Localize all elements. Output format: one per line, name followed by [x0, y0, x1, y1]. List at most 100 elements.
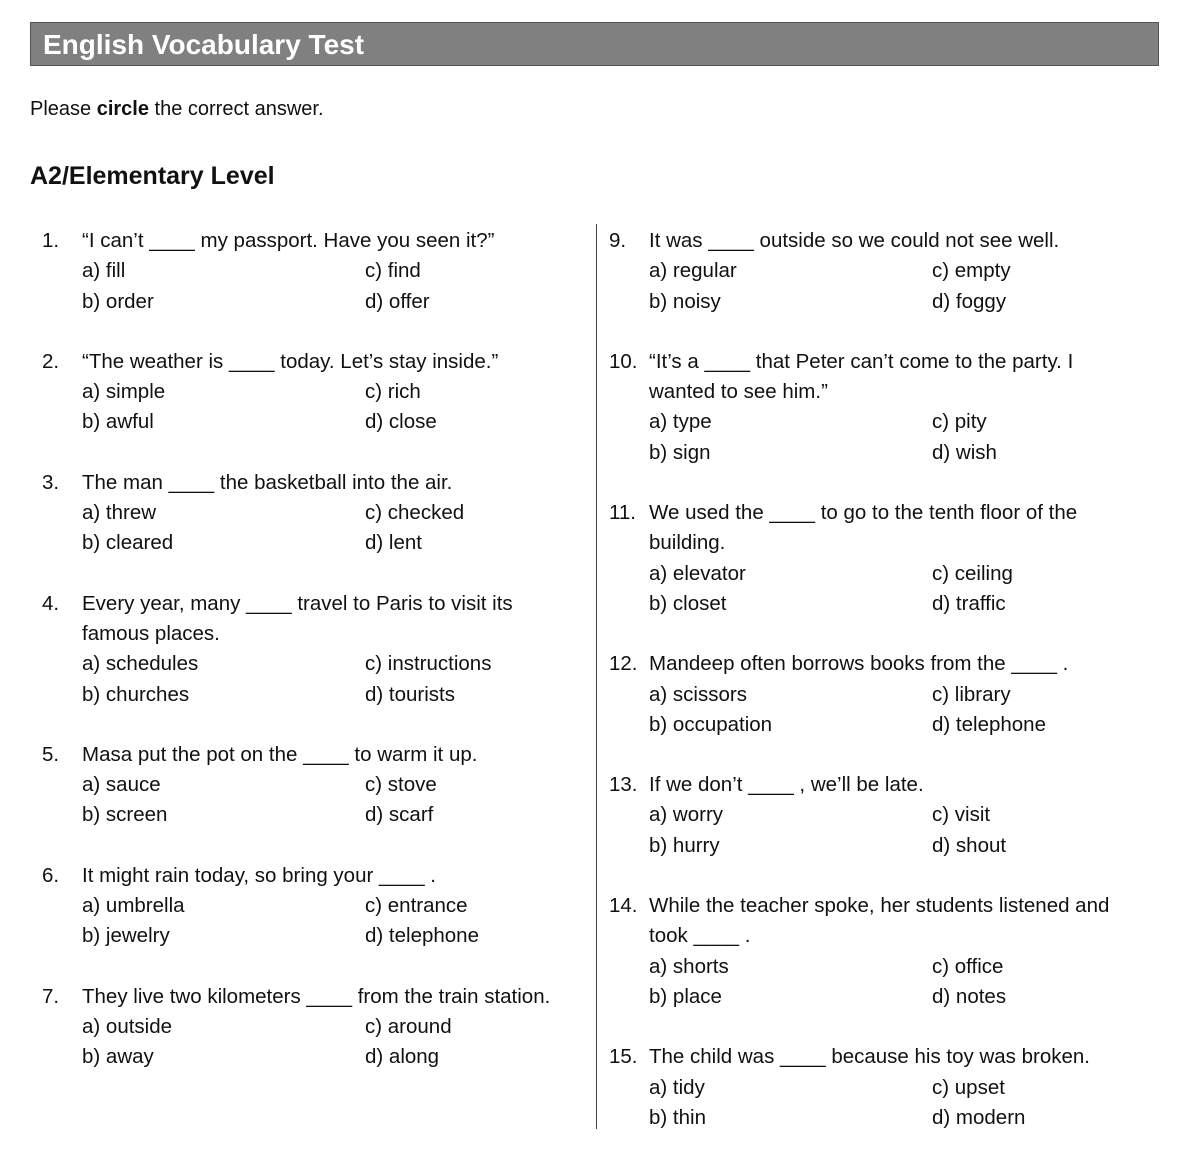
- options: a) scissors b) occupation c) library d) tel…: [649, 680, 1139, 741]
- instructions: Please circle the correct answer.: [30, 98, 324, 121]
- column: 9. It was ____ outside so we could not se…: [609, 226, 1149, 1163]
- options: a) tidy b) thin c) upset d) modern: [649, 1073, 1139, 1134]
- option: a) shorts: [649, 954, 729, 978]
- option: b) order: [82, 289, 154, 313]
- question-number: 1.: [42, 229, 60, 252]
- question-stem: While the teacher spoke, her students li…: [649, 894, 1110, 948]
- question-stem: “The weather is ____ today. Let’s stay i…: [82, 349, 499, 373]
- option: a) regular: [649, 259, 737, 283]
- bold-text: circle: [96, 98, 149, 120]
- options: a) umbrella b) jewelry c) entrance d) telep…: [82, 891, 572, 952]
- page: English Vocabulary Test Please circle th…: [30, 22, 1159, 1129]
- question-number: 15.: [609, 1045, 638, 1069]
- option: d) foggy: [932, 289, 1007, 313]
- question-stem: Mandeep often borrows books from the ___…: [649, 652, 1069, 676]
- option: d) tourists: [365, 682, 455, 706]
- option: c) pity: [932, 410, 987, 434]
- question: 4. Every year, many ____ travel to Paris …: [42, 589, 582, 710]
- option: a) schedules: [82, 652, 199, 676]
- options: a) shorts b) place c) office d) notes: [649, 952, 1139, 1013]
- option: b) cleared: [82, 531, 174, 555]
- options: a) type b) sign c) pity d) wish: [649, 407, 1139, 468]
- option: a) elevator: [649, 561, 746, 585]
- question: 6. It might rain today, so bring your ___…: [42, 861, 582, 952]
- question-stem: If we don’t ____ , we’ll be late.: [649, 773, 924, 797]
- question: 1. “I can’t ____ my passport. Have you se…: [42, 226, 582, 317]
- option: c) library: [932, 682, 1011, 706]
- question: 11. We used the ____ to go to the tenth f…: [609, 498, 1149, 619]
- level-heading: A2/Elementary Level: [30, 162, 275, 190]
- option: c) instructions: [365, 652, 492, 676]
- question-number: 12.: [609, 652, 638, 676]
- question: 9. It was ____ outside so we could not se…: [609, 226, 1149, 317]
- question-number: 11.: [609, 501, 636, 525]
- options: a) simple b) awful c) rich d) close: [82, 377, 572, 438]
- question: 14. While the teacher spoke, her students…: [609, 891, 1149, 1012]
- column-divider: [596, 224, 597, 1129]
- option: c) checked: [365, 501, 465, 525]
- title-bar: English Vocabulary Test: [30, 22, 1159, 66]
- question-stem: Masa put the pot on the ____ to warm it …: [82, 742, 478, 766]
- question-number: 9.: [609, 229, 627, 252]
- option: a) scissors: [649, 682, 747, 706]
- option: d) wish: [932, 440, 997, 464]
- question-stem: Every year, many ____ travel to Paris to…: [82, 591, 513, 645]
- question: 2. “The weather is ____ today. Let’s stay…: [42, 347, 582, 438]
- option: a) worry: [649, 803, 724, 827]
- option: a) outside: [82, 1014, 173, 1038]
- option: d) notes: [932, 984, 1007, 1008]
- option: c) ceiling: [932, 561, 1013, 585]
- option: a) sauce: [82, 773, 161, 797]
- text: Please: [30, 98, 97, 120]
- options: a) sauce b) screen c) stove d) scarf: [82, 770, 572, 831]
- options: a) threw b) cleared c) checked d) lent: [82, 498, 572, 559]
- question-number: 7.: [42, 984, 60, 1008]
- question-number: 5.: [42, 742, 60, 766]
- option: c) empty: [932, 259, 1011, 283]
- options: a) elevator b) closet c) ceiling d) traffic: [649, 559, 1139, 620]
- question: 10. “It’s a ____ that Peter can’t come to…: [609, 347, 1149, 468]
- option: c) rich: [365, 380, 421, 404]
- option: b) sign: [649, 440, 711, 464]
- options: a) schedules b) churches c) instructions d)…: [82, 649, 572, 710]
- question-stem: They live two kilometers ____ from the t…: [82, 984, 551, 1008]
- options: a) fill b) order c) find d) offer: [82, 256, 572, 317]
- option: c) visit: [932, 803, 991, 827]
- question-number: 4.: [42, 591, 60, 615]
- question: 7. They live two kilometers ____ from the…: [42, 982, 582, 1073]
- question-number: 2.: [42, 349, 60, 373]
- question-stem: It was ____ outside so we could not see …: [649, 229, 1060, 252]
- option: a) simple: [82, 380, 166, 404]
- question: 3. The man ____ the basketball into the a…: [42, 468, 582, 559]
- option: b) thin: [649, 1105, 706, 1129]
- option: a) type: [649, 410, 712, 434]
- option: b) churches: [82, 682, 190, 706]
- option: d) shout: [932, 833, 1007, 857]
- question-stem: “I can’t ____ my passport. Have you seen…: [82, 229, 495, 252]
- option: d) lent: [365, 531, 422, 555]
- option: c) find: [365, 259, 421, 283]
- option: d) telephone: [932, 712, 1046, 736]
- question-number: 13.: [609, 773, 638, 797]
- question: 5. Masa put the pot on the ____ to warm i…: [42, 740, 582, 831]
- option: d) scarf: [365, 803, 434, 827]
- option: b) noisy: [649, 289, 721, 313]
- option: d) offer: [365, 289, 430, 313]
- option: d) telephone: [365, 924, 479, 948]
- question-stem: The man ____ the basketball into the air…: [82, 470, 453, 494]
- option: d) along: [365, 1045, 440, 1069]
- option: b) jewelry: [82, 924, 170, 948]
- option: c) around: [365, 1014, 452, 1038]
- option: a) threw: [82, 501, 157, 525]
- options: a) regular b) noisy c) empty d) foggy: [649, 256, 1139, 317]
- option: d) close: [365, 410, 437, 434]
- question: 12. Mandeep often borrows books from the …: [609, 649, 1149, 740]
- option: a) fill: [82, 259, 126, 283]
- options: a) outside b) away c) around d) along: [82, 1012, 572, 1073]
- question: 13. If we don’t ____ , we’ll be late. a) w…: [609, 770, 1149, 861]
- question-stem: It might rain today, so bring your ____ …: [82, 863, 437, 887]
- question-stem: The child was ____ because his toy was b…: [649, 1045, 1091, 1069]
- question-number: 6.: [42, 863, 60, 887]
- option: c) office: [932, 954, 1004, 978]
- question-number: 14.: [609, 894, 638, 918]
